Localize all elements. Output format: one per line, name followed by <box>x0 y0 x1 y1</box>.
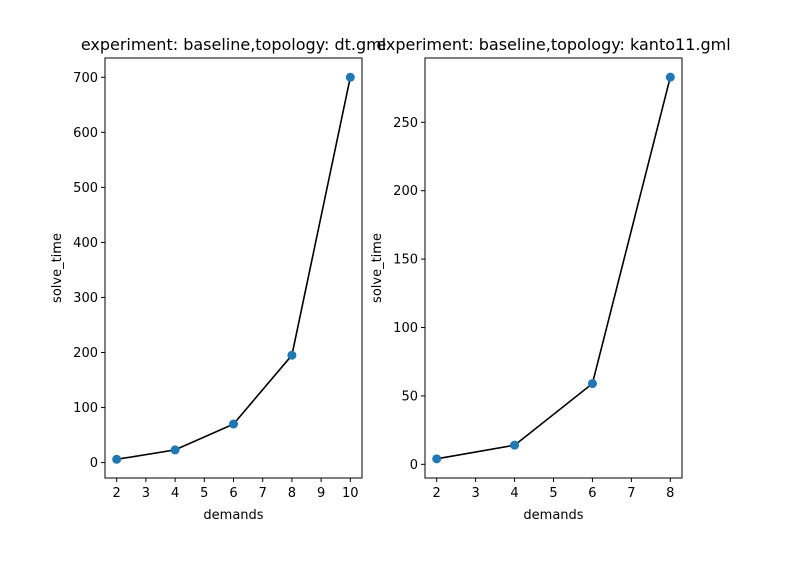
x-tick-label: 7 <box>627 486 635 501</box>
x-tick-label: 10 <box>342 486 359 501</box>
x-tick-label: 4 <box>510 486 518 501</box>
y-tick-label: 100 <box>73 401 98 416</box>
x-tick-label: 5 <box>200 486 208 501</box>
x-tick-label: 8 <box>666 486 674 501</box>
x-tick-label: 6 <box>229 486 237 501</box>
x-tick-label: 7 <box>259 486 267 501</box>
y-axis-label: solve_time <box>50 233 65 303</box>
x-axis-label: demands <box>523 508 583 523</box>
y-tick-label: 0 <box>410 458 418 473</box>
chart-title: experiment: baseline,topology: dt.gml <box>81 35 386 54</box>
data-point <box>287 350 297 360</box>
y-tick-label: 400 <box>73 236 98 251</box>
subplot-dt-gml: experiment: baseline,topology: dt.gml de… <box>50 35 386 523</box>
data-point <box>229 419 238 429</box>
x-tick-label: 3 <box>471 486 479 501</box>
x-tick-label: 5 <box>549 486 557 501</box>
data-point <box>345 72 355 82</box>
x-axis-label: demands <box>203 508 263 523</box>
x-tick-label: 8 <box>288 486 296 501</box>
chart-title: experiment: baseline,topology: kanto11.g… <box>376 35 730 54</box>
y-tick-label: 0 <box>90 456 98 471</box>
y-axis-label: solve_time <box>370 233 385 303</box>
x-tick-label: 3 <box>142 486 150 501</box>
series-line <box>436 77 672 460</box>
data-point <box>432 454 442 464</box>
x-tick-label: 2 <box>433 486 441 501</box>
x-tick-label: 2 <box>113 486 121 501</box>
axes-frame <box>104 57 363 479</box>
y-tick-label: 300 <box>73 291 98 306</box>
data-point <box>112 454 122 464</box>
y-tick-label: 150 <box>393 253 418 268</box>
y-tick-label: 500 <box>73 181 98 196</box>
data-point <box>665 72 675 82</box>
data-point <box>587 379 597 389</box>
y-tick-label: 100 <box>393 321 418 336</box>
x-tick-label: 9 <box>317 486 325 501</box>
y-tick-label: 50 <box>401 389 418 404</box>
x-tick-label: 6 <box>588 486 596 501</box>
data-point <box>170 445 180 455</box>
y-tick-label: 200 <box>393 184 418 199</box>
y-tick-label: 600 <box>73 126 98 141</box>
x-tick-label: 4 <box>171 486 179 501</box>
y-tick-label: 200 <box>73 346 98 361</box>
data-point <box>510 440 520 450</box>
series-line <box>116 77 352 461</box>
y-tick-label: 250 <box>393 116 418 131</box>
y-tick-label: 700 <box>73 71 98 86</box>
subplot-kanto11-gml: experiment: baseline,topology: kanto11.g… <box>370 35 731 523</box>
